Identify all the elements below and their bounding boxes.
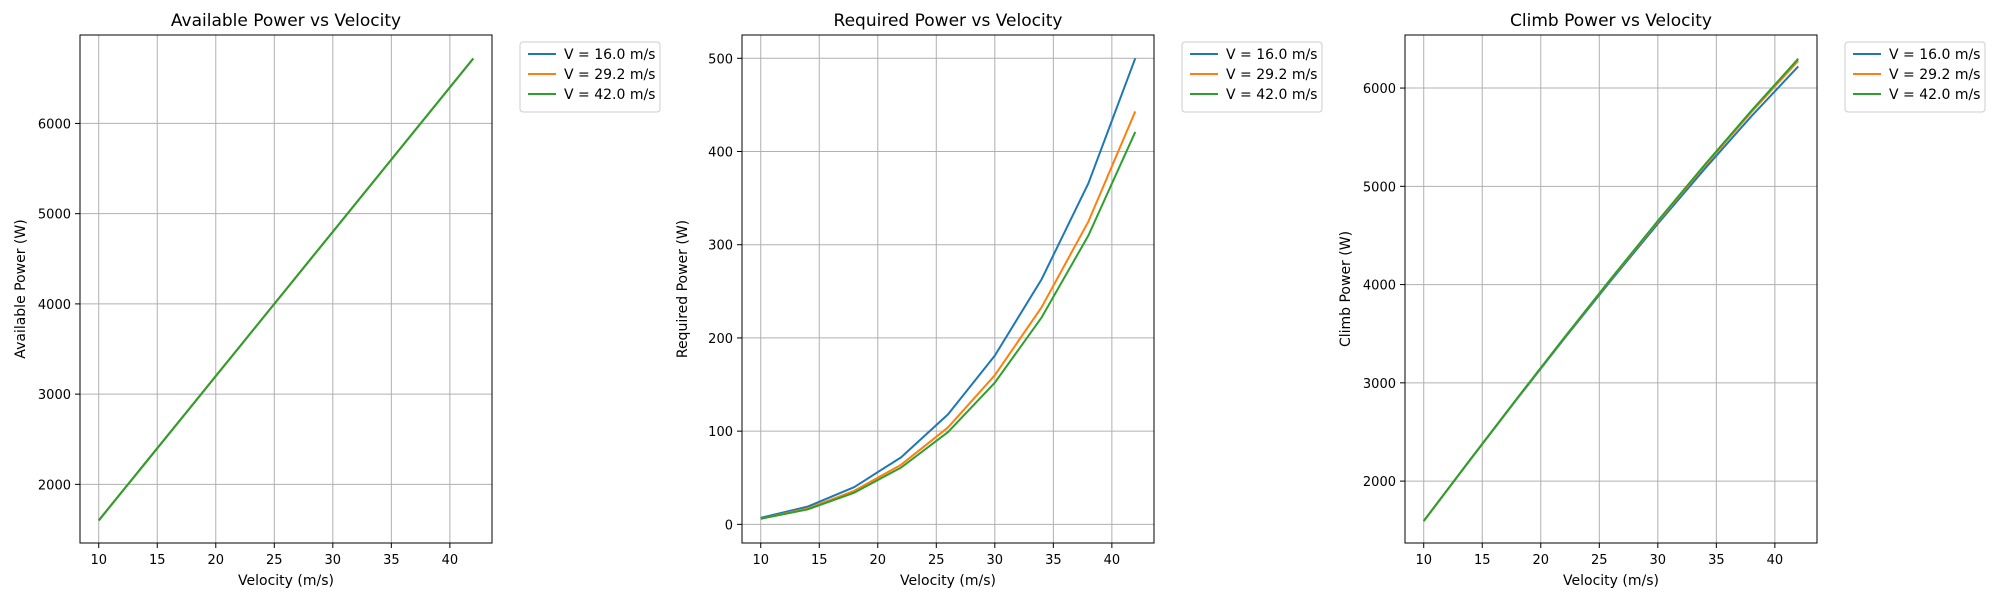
y-axis-label: Climb Power (W) — [1338, 231, 1354, 347]
legend-label-2: V = 29.2 m/s — [1226, 67, 1317, 83]
x-axis-label: Velocity (m/s) — [900, 573, 996, 589]
plot-frame — [1404, 34, 1818, 544]
x-tick-label: 20 — [1532, 553, 1549, 568]
legend-label-2: V = 29.2 m/s — [564, 67, 655, 83]
series-line-3 — [760, 131, 1137, 520]
legend-label-1: V = 16.0 m/s — [564, 47, 655, 63]
y-tick-label: 2000 — [1363, 475, 1396, 490]
plot-frame — [741, 34, 1155, 544]
y-tick-label: 200 — [708, 332, 733, 347]
y-tick-label: 2000 — [38, 478, 71, 493]
series-line-2 — [760, 111, 1137, 520]
x-tick-label: 15 — [811, 553, 828, 568]
chart-panel-3: 10 15 20 25 30 35 40 2000 3000 4000 5000 6000 Climb … — [1338, 11, 1986, 589]
y-tick-label: 6000 — [38, 117, 71, 132]
legend-label-3: V = 42.0 m/s — [1889, 87, 1980, 103]
x-tick-label: 25 — [266, 553, 283, 568]
x-tick-label: 25 — [1591, 553, 1608, 568]
x-tick-label: 15 — [1474, 553, 1491, 568]
legend-label-2: V = 29.2 m/s — [1889, 67, 1980, 83]
chart-title: Required Power vs Velocity — [834, 11, 1063, 31]
x-tick-label: 40 — [1767, 553, 1784, 568]
x-tick-label: 35 — [1708, 553, 1725, 568]
x-tick-label: 20 — [207, 553, 224, 568]
x-tick-label: 20 — [869, 553, 886, 568]
chart-title: Available Power vs Velocity — [171, 11, 401, 31]
y-axis-label: Required Power (W) — [675, 220, 691, 358]
x-tick-label: 40 — [442, 553, 459, 568]
x-tick-label: 25 — [928, 553, 945, 568]
series-line-1 — [760, 57, 1137, 519]
y-tick-label: 6000 — [1363, 82, 1396, 97]
y-tick-label: 3000 — [1363, 377, 1396, 392]
x-axis-label: Velocity (m/s) — [1563, 573, 1659, 589]
plot-frame — [79, 34, 493, 544]
x-tick-label: 15 — [149, 553, 166, 568]
legend-label-3: V = 42.0 m/s — [1226, 87, 1317, 103]
y-axis-label: Available Power (W) — [13, 219, 29, 358]
x-tick-label: 35 — [383, 553, 400, 568]
x-tick-label: 40 — [1104, 553, 1121, 568]
x-tick-label: 35 — [1045, 553, 1062, 568]
y-tick-label: 100 — [708, 425, 733, 440]
y-tick-label: 3000 — [38, 388, 71, 403]
y-tick-label: 300 — [708, 239, 733, 254]
y-tick-label: 5000 — [38, 208, 71, 223]
y-tick-label: 5000 — [1363, 180, 1396, 195]
chart-title: Climb Power vs Velocity — [1510, 11, 1712, 31]
x-axis-label: Velocity (m/s) — [238, 573, 334, 589]
series-line-3 — [97, 57, 475, 522]
x-tick-label: 10 — [1415, 553, 1432, 568]
x-tick-label: 10 — [90, 553, 107, 568]
series-line-3 — [1422, 58, 1800, 522]
legend-label-1: V = 16.0 m/s — [1226, 47, 1317, 63]
y-tick-label: 500 — [708, 52, 733, 67]
chart-panel-1: 10 15 20 25 30 35 40 2000 3000 4000 5000 6000 Availa… — [13, 11, 661, 589]
x-tick-label: 30 — [987, 553, 1004, 568]
y-tick-label: 4000 — [1363, 279, 1396, 294]
y-tick-label: 0 — [725, 518, 733, 533]
legend-label-3: V = 42.0 m/s — [564, 87, 655, 103]
y-tick-label: 400 — [708, 146, 733, 161]
x-tick-label: 30 — [1650, 553, 1667, 568]
x-tick-label: 10 — [752, 553, 769, 568]
legend-label-1: V = 16.0 m/s — [1889, 47, 1980, 63]
x-tick-label: 30 — [325, 553, 342, 568]
y-tick-label: 4000 — [38, 298, 71, 313]
